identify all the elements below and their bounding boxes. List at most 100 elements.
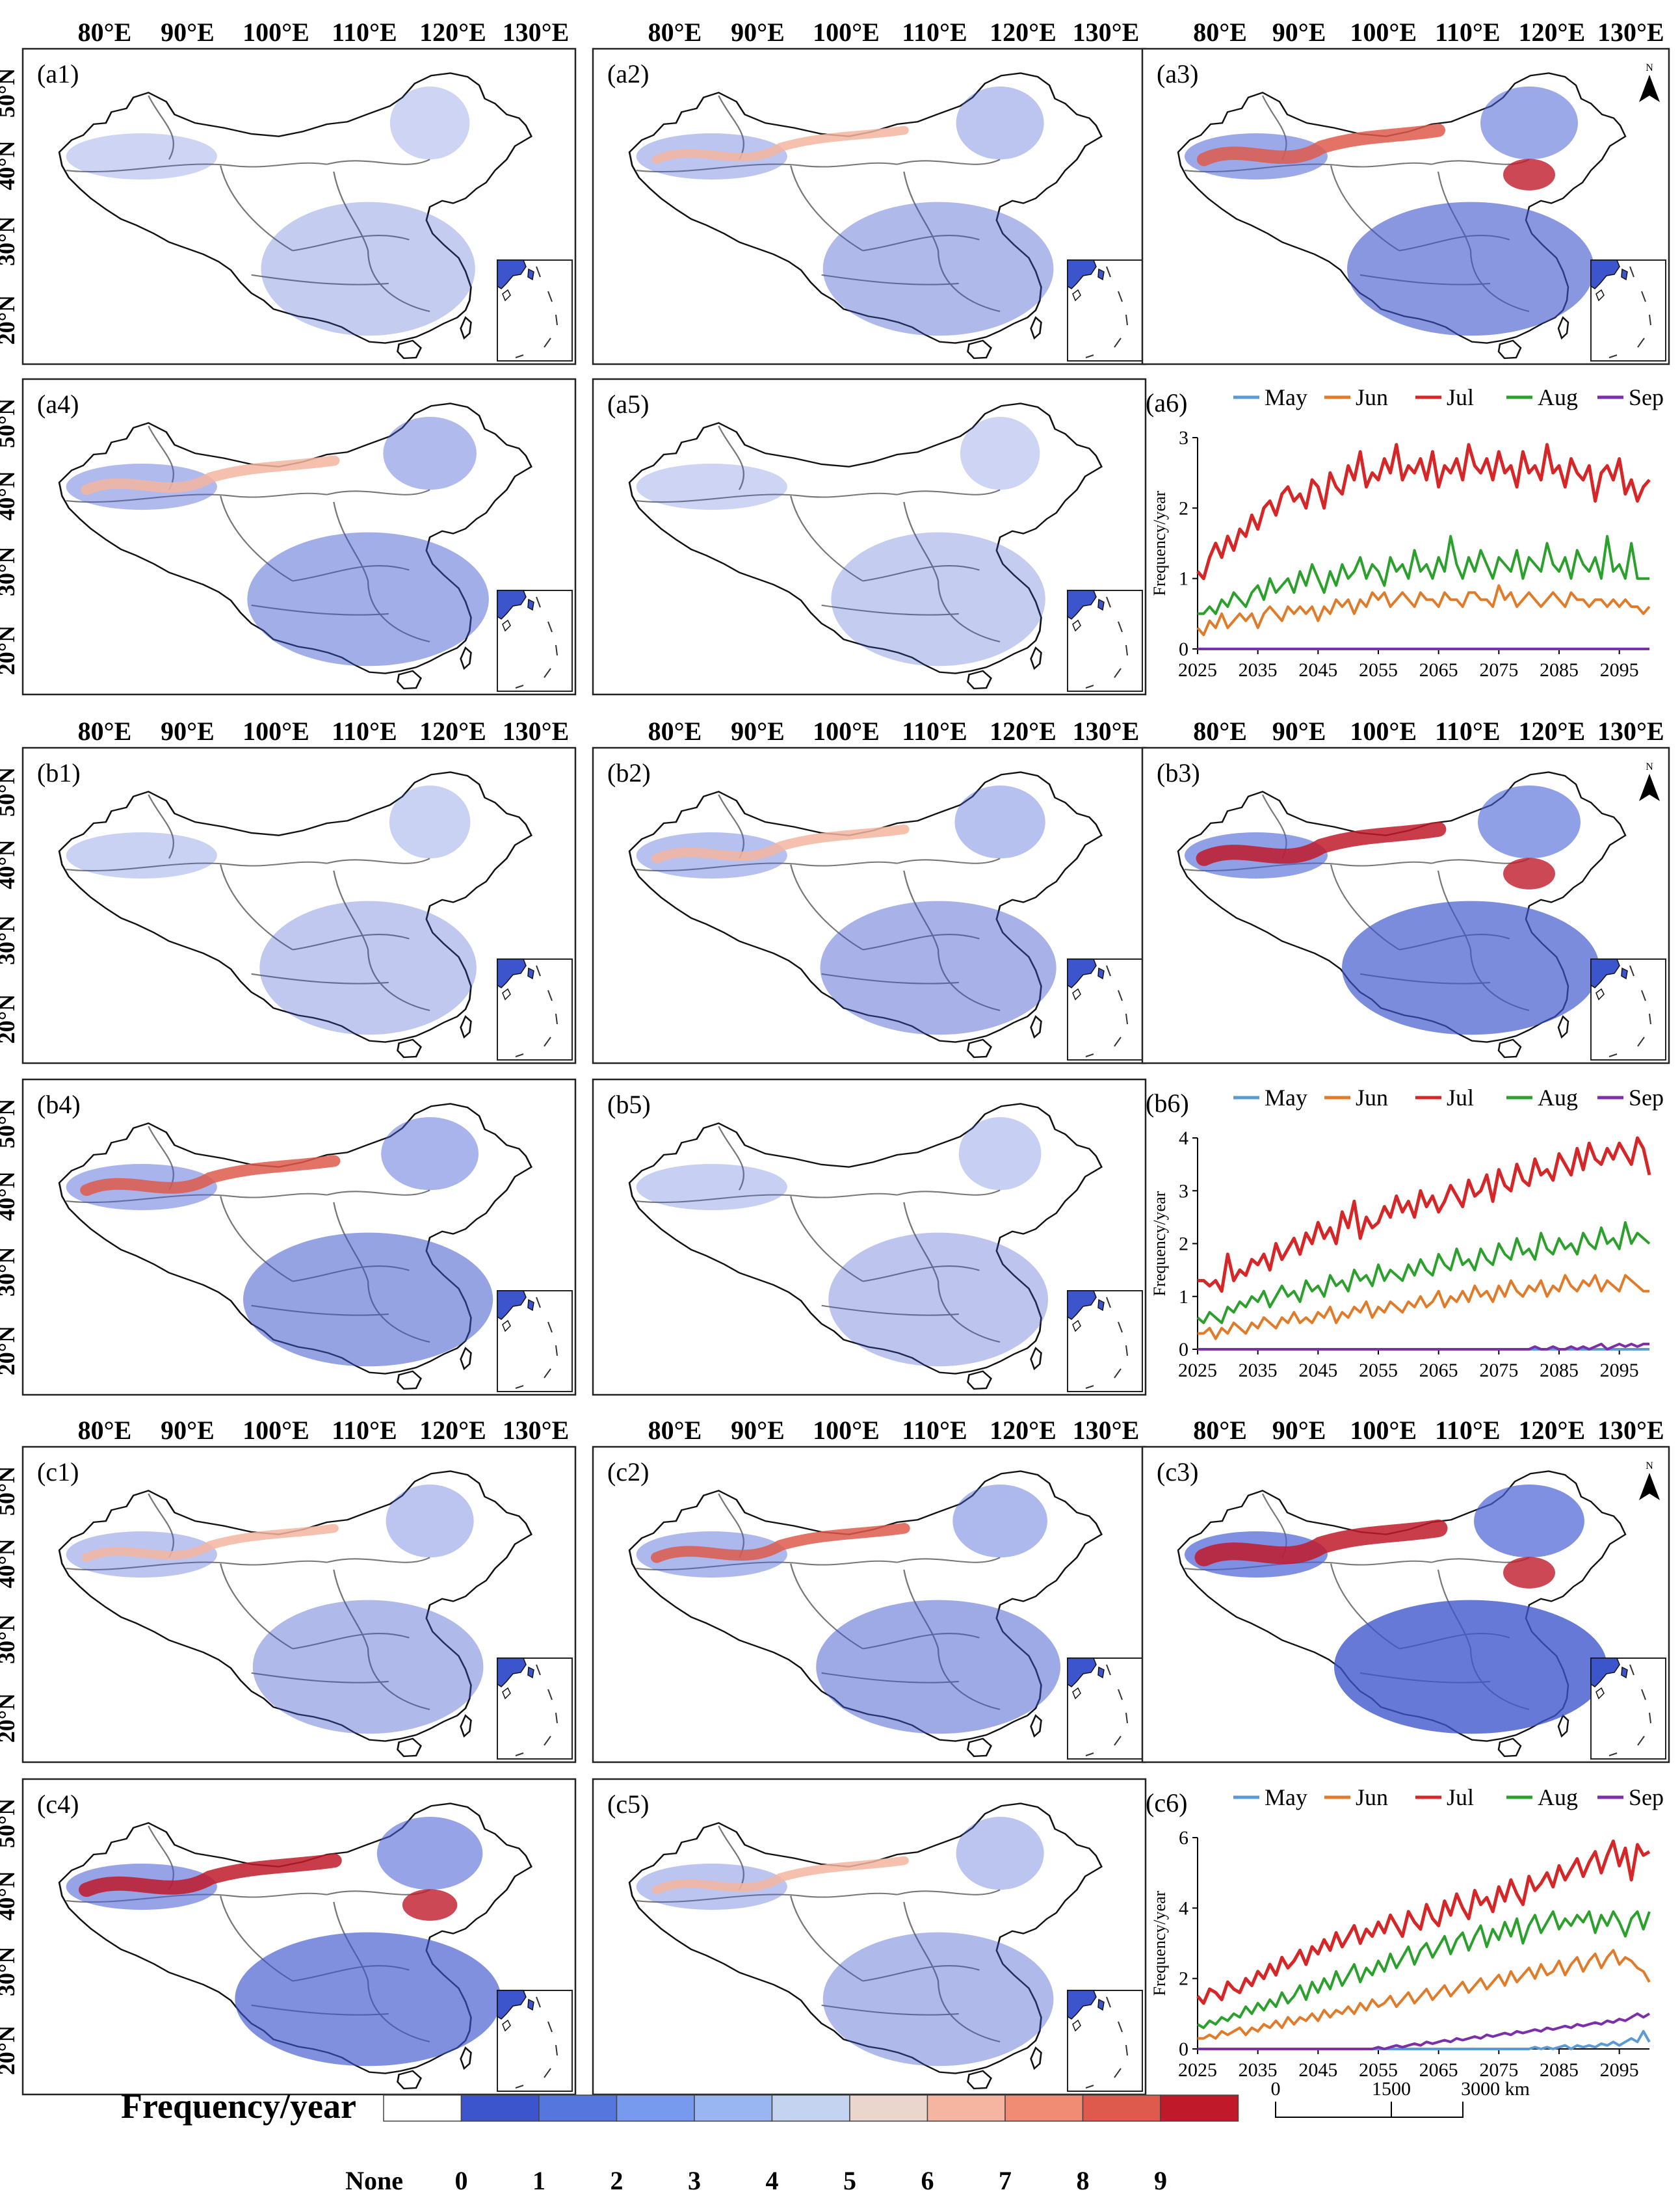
- frequency-hotspot-band: [651, 825, 910, 864]
- map-panel-a1: (a1): [21, 47, 577, 365]
- frequency-overlay-east: [1342, 901, 1599, 1035]
- south-china-sea-inset: [1067, 958, 1143, 1061]
- south-china-sea-inset: [1067, 1990, 1143, 2092]
- frequency-hotspot-band: [78, 1853, 342, 1897]
- x-tick-label: 2055: [1359, 1360, 1398, 1381]
- colorbar-tick-label: 8: [1077, 2166, 1090, 2195]
- scale-bar-label-3000: 3000 km: [1461, 2078, 1530, 2100]
- y-tick-label: 2: [1179, 1968, 1188, 1990]
- series-line-sep: [1198, 2012, 1651, 2050]
- colorbar-tick-label: 6: [921, 2166, 934, 2195]
- map-panel-a3: (a3): [1141, 47, 1670, 365]
- map-panel-b4: (b4): [21, 1078, 577, 1396]
- colorbar-cell-4: [694, 2094, 773, 2122]
- south-china-sea-inset: [1590, 259, 1666, 362]
- lat-label: 50°N: [0, 399, 20, 448]
- lat-label: 20°N: [0, 626, 20, 675]
- y-tick-label: 4: [1179, 1128, 1188, 1149]
- frequency-overlay-northeast: [960, 417, 1040, 490]
- x-tick-label: 2075: [1479, 659, 1518, 681]
- china-map: [58, 771, 532, 1059]
- map-panel-label: (b3): [1157, 758, 1200, 787]
- y-tick-label: 0: [1179, 1339, 1188, 1360]
- lat-label: 40°N: [0, 471, 20, 520]
- frequency-hotspot-band: [651, 125, 909, 164]
- china-map: [1177, 72, 1627, 360]
- lat-label: 20°N: [0, 994, 20, 1044]
- lon-label: 100°E: [1350, 1416, 1417, 1445]
- lon-label: 130°E: [1597, 18, 1664, 47]
- x-tick-label: 2095: [1600, 659, 1639, 681]
- lon-label: 90°E: [731, 1416, 785, 1445]
- x-tick-label: 2035: [1239, 1360, 1278, 1381]
- lat-label: 40°N: [0, 1538, 20, 1588]
- lon-label: 130°E: [503, 1416, 570, 1445]
- lon-label: 130°E: [1073, 18, 1140, 47]
- frequency-overlay-east: [259, 901, 477, 1035]
- lon-label: 110°E: [332, 717, 397, 746]
- lon-label: 80°E: [648, 1416, 702, 1445]
- frequency-overlay-west: [66, 133, 217, 180]
- lon-label: 110°E: [1435, 18, 1500, 47]
- lon-label: 110°E: [332, 1416, 397, 1445]
- map-panel-c3: (c3): [1141, 1446, 1670, 1763]
- legend-label-may: May: [1265, 1784, 1307, 1810]
- lon-label: 110°E: [902, 1416, 967, 1445]
- frequency-overlay-northeast: [389, 86, 470, 160]
- map-panel-c4: (c4): [21, 1778, 577, 2096]
- colorbar-cell-1: [460, 2094, 540, 2122]
- lon-label: 90°E: [731, 717, 785, 746]
- lat-label: 40°N: [0, 1871, 20, 1920]
- map-panel-label: (c5): [607, 1789, 649, 1819]
- colorbar-none-label: None: [345, 2166, 403, 2195]
- map-panel-a5: (a5): [592, 378, 1147, 696]
- frequency-overlay-east: [252, 1600, 484, 1734]
- legend-label-jun: Jun: [1356, 1784, 1388, 1810]
- colorbar-tick-label: 0: [455, 2166, 468, 2195]
- lon-label: 80°E: [648, 18, 702, 47]
- colorbar-tick-label: 3: [688, 2166, 701, 2195]
- frequency-overlay-east: [822, 1932, 1054, 2066]
- colorbar-tick-label: 9: [1154, 2166, 1167, 2195]
- colorbar: Frequency/year None 0 1 2 3 4 5 6 7 8 9: [121, 2087, 1239, 2195]
- frequency-overlay-east: [828, 1232, 1048, 1367]
- map-panel-c2: (c2): [592, 1446, 1147, 1763]
- colorbar-cell-7: [926, 2094, 1006, 2122]
- x-tick-label: 2065: [1419, 2059, 1458, 2081]
- chart-title: (c6): [1146, 1788, 1187, 1817]
- map-panel-label: (a2): [607, 59, 649, 88]
- frequency-hotspot-band: [650, 1523, 910, 1563]
- china-map: [58, 72, 532, 360]
- y-tick-label: 4: [1179, 1897, 1188, 1919]
- map-panel-label: (a5): [607, 390, 649, 419]
- lat-label: 50°N: [0, 68, 20, 118]
- scale-bar-line: [1275, 2102, 1463, 2118]
- lat-label: 30°N: [0, 547, 20, 596]
- frequency-overlay-east: [235, 1932, 501, 2066]
- lon-label: 80°E: [78, 1416, 132, 1445]
- map-panel-label: (b1): [37, 758, 81, 787]
- china-map: [58, 1802, 532, 2090]
- colorbar-tick-label: 4: [766, 2166, 779, 2195]
- map-panel-a2: (a2): [592, 47, 1147, 365]
- legend-label-sep: Sep: [1629, 1085, 1664, 1111]
- x-tick-label: 2035: [1239, 659, 1278, 681]
- series-line-jun: [1196, 584, 1651, 637]
- y-axis-label: Frequency/year: [1150, 490, 1169, 596]
- south-china-sea-inset: [1067, 1657, 1143, 1760]
- series-line-jun: [1198, 1274, 1649, 1340]
- x-tick-label: 2085: [1540, 1360, 1579, 1381]
- frequency-hotspot-band: [651, 1856, 909, 1894]
- frequency-overlay-northeast: [386, 1485, 474, 1558]
- x-tick-label: 2095: [1600, 2059, 1639, 2081]
- frequency-overlay-northeast: [1478, 786, 1581, 859]
- frequency-hotspot-north-china: [1503, 858, 1555, 890]
- lon-label: 90°E: [1272, 1416, 1326, 1445]
- map-panel-label: (a4): [37, 390, 79, 419]
- lon-label: 130°E: [503, 717, 570, 746]
- lat-label: 30°N: [0, 916, 20, 965]
- colorbar-title: Frequency/year: [121, 2087, 356, 2126]
- lon-label: 130°E: [1597, 1416, 1664, 1445]
- lon-label: 100°E: [243, 18, 309, 47]
